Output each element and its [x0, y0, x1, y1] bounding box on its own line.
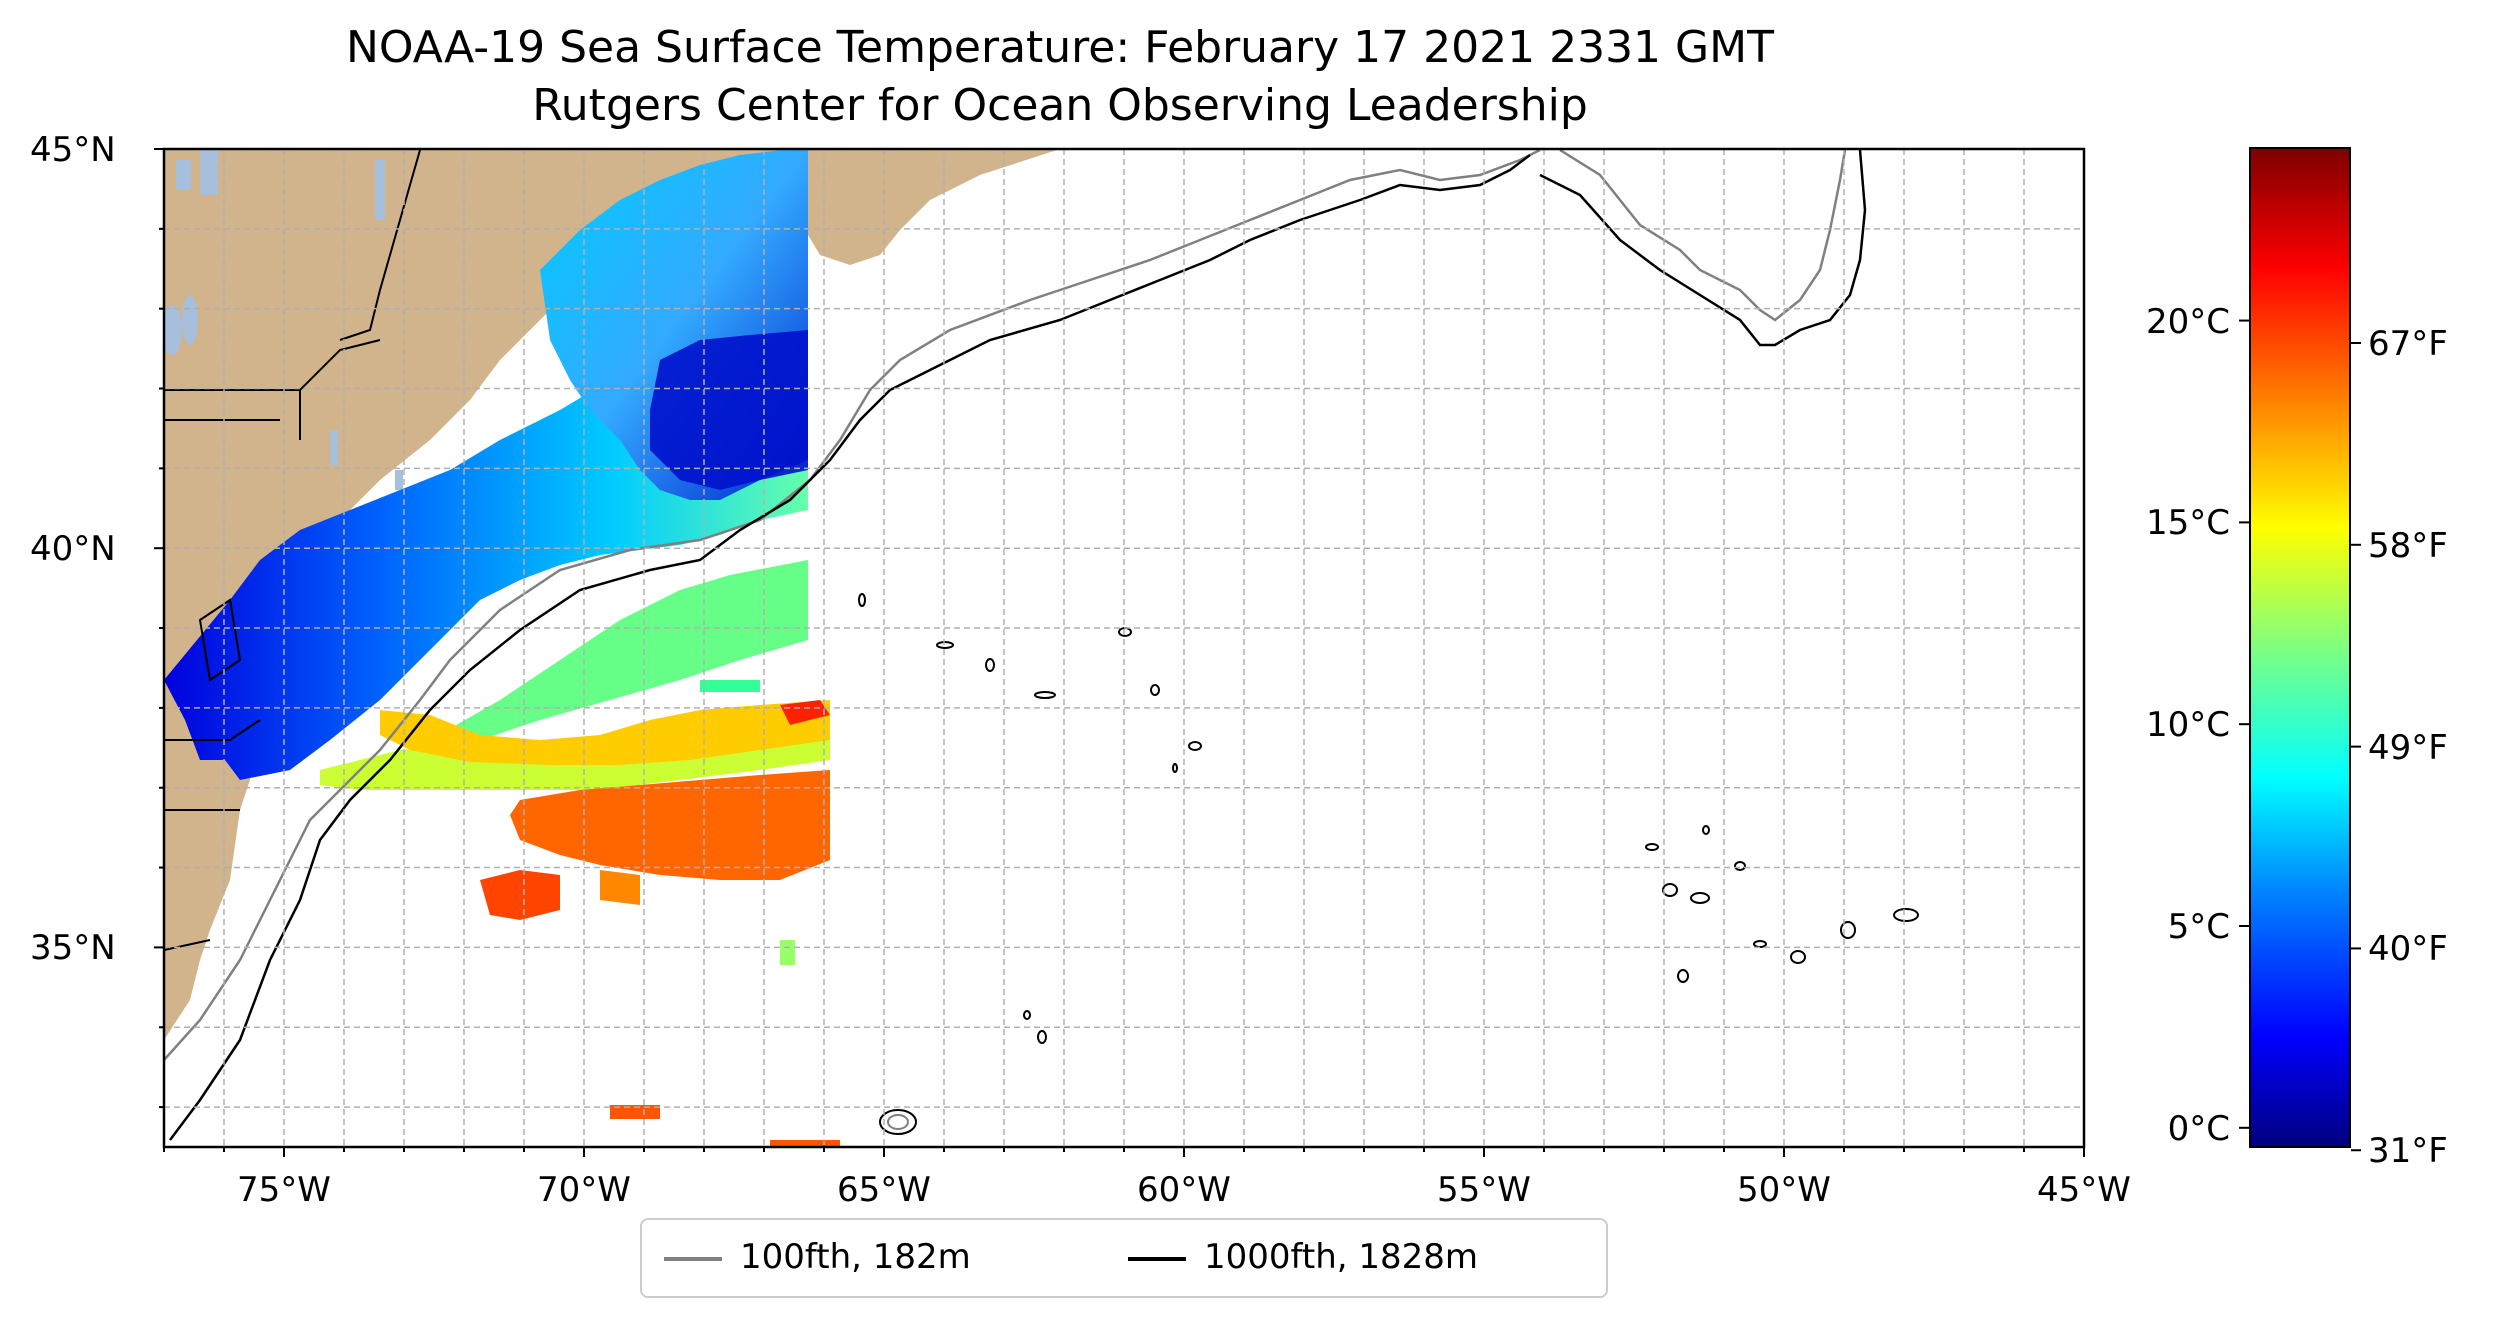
- contour-100fth: [164, 149, 1847, 1061]
- seamount-contours: [858, 593, 1919, 1135]
- legend-swatch-100fth: [664, 1257, 722, 1261]
- map-title: NOAA-19 Sea Surface Temperature: Februar…: [346, 22, 1774, 73]
- colorbar-tickmarks: [2239, 319, 2361, 1152]
- map-subtitle: Rutgers Center for Ocean Observing Leade…: [532, 80, 1588, 131]
- colorbar-celsius-label: 10°C: [2145, 705, 2230, 746]
- colorbar-fahrenheit-label: 49°F: [2368, 727, 2448, 768]
- land-mass: [164, 149, 1060, 1040]
- legend-label-1000fth: 1000fth, 1828m: [1204, 1237, 1479, 1277]
- state-borders: [164, 149, 421, 951]
- colorbar-fahrenheit-label: 58°F: [2368, 525, 2448, 566]
- sst-swath: [164, 149, 840, 1147]
- lon-tick-label: 45°W: [2037, 1170, 2131, 1210]
- contour-1000fth: [169, 149, 1867, 1141]
- colorbar-fahrenheit-label: 31°F: [2368, 1131, 2448, 1172]
- bathymetry-legend: 100fth, 182m 1000fth, 1828m: [640, 1218, 1608, 1298]
- lon-tick-label: 70°W: [537, 1170, 631, 1210]
- lon-tick-label: 60°W: [1137, 1170, 1231, 1210]
- temperature-colorbar: [2249, 147, 2351, 1148]
- lon-tick-label: 50°W: [1737, 1170, 1831, 1210]
- colorbar-celsius-label: 20°C: [2145, 301, 2230, 342]
- lon-tick-label: 55°W: [1437, 1170, 1531, 1210]
- lat-tick-label: 35°N: [30, 928, 116, 969]
- colorbar-celsius-label: 0°C: [2167, 1108, 2230, 1149]
- lat-tick-label: 40°N: [30, 529, 116, 570]
- map-gridlines: [164, 149, 2084, 1147]
- map-tickmarks: [154, 148, 2085, 1157]
- lat-tick-label: 45°N: [30, 130, 116, 170]
- legend-label-100fth: 100fth, 182m: [740, 1237, 971, 1277]
- colorbar-celsius-label: 15°C: [2145, 503, 2230, 544]
- lon-tick-label: 75°W: [237, 1170, 331, 1210]
- colorbar-fahrenheit-label: 67°F: [2368, 323, 2448, 364]
- colorbar-celsius-label: 5°C: [2167, 907, 2230, 947]
- legend-swatch-1000fth: [1128, 1257, 1186, 1261]
- colorbar-fahrenheit-label: 40°F: [2368, 929, 2448, 970]
- lon-tick-label: 65°W: [837, 1170, 931, 1210]
- inland-water: [164, 150, 403, 490]
